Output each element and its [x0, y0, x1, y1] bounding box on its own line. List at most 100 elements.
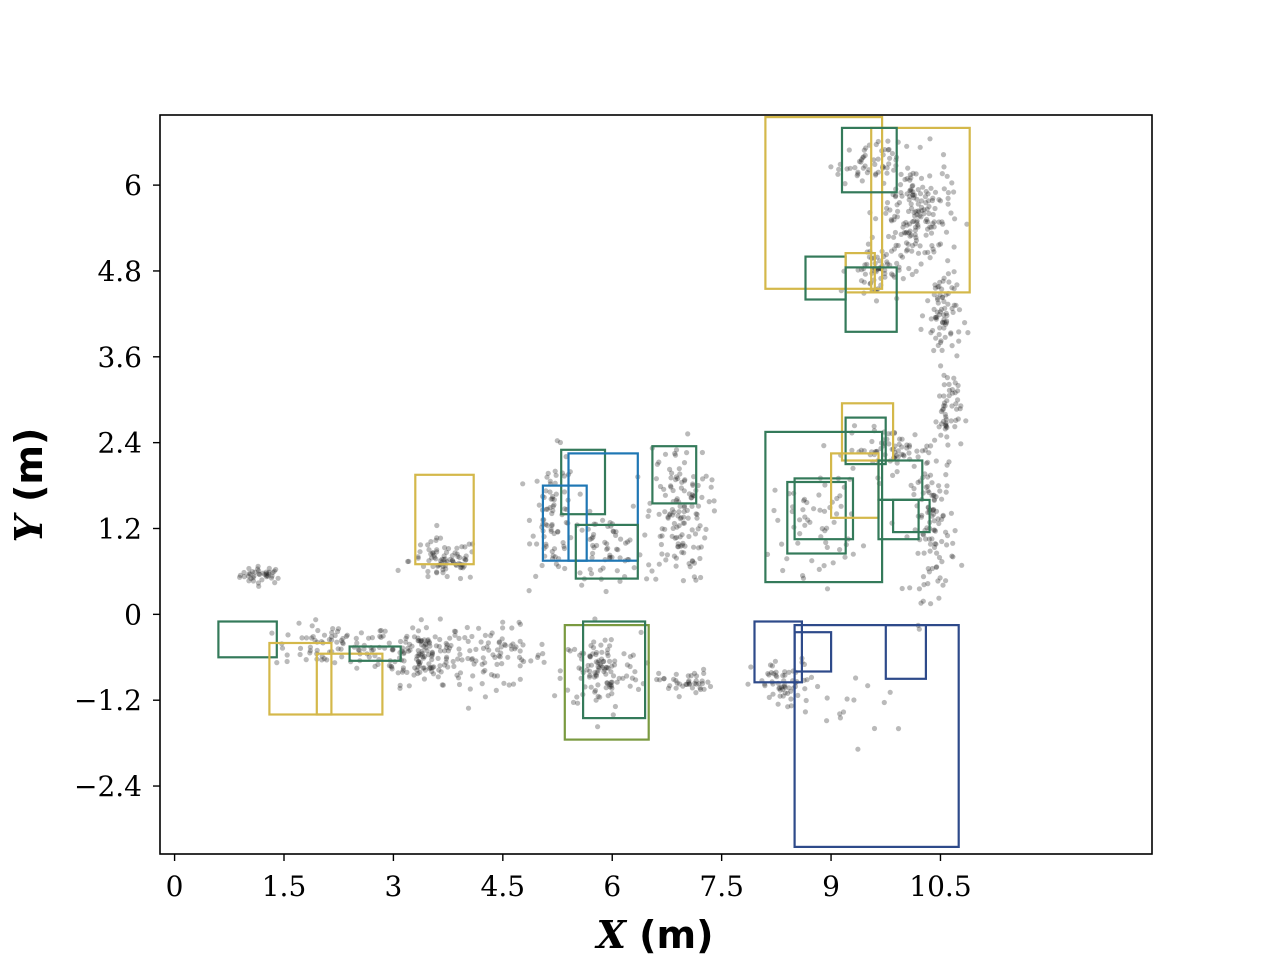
scatter-point	[479, 681, 485, 687]
scatter-point	[340, 635, 346, 642]
scatter-point	[597, 694, 603, 700]
scatter-point	[426, 640, 433, 646]
scatter-point	[407, 641, 413, 647]
scatter-point	[375, 661, 381, 668]
scatter-point	[607, 552, 613, 558]
scatter-point	[416, 653, 422, 659]
scatter-point	[819, 526, 825, 532]
scatter-point	[463, 553, 469, 559]
scatter-point	[823, 539, 829, 546]
scatter-point	[465, 705, 472, 711]
scatter-point	[897, 436, 903, 442]
scatter-point	[686, 681, 693, 687]
scatter-point	[513, 644, 519, 650]
scatter-point	[418, 638, 424, 644]
scatter-point	[951, 375, 957, 381]
scatter-point	[698, 544, 704, 550]
scatter-point	[923, 460, 930, 466]
scatter-point	[873, 171, 879, 177]
scatter-point	[335, 646, 341, 652]
scatter-point	[907, 177, 913, 183]
scatter-point	[510, 681, 517, 687]
scatter-point	[918, 175, 925, 181]
scatter-point	[610, 528, 616, 534]
scatter-point	[454, 672, 460, 678]
scatter-point	[941, 325, 947, 331]
scatter-point	[883, 210, 889, 216]
scatter-point	[421, 665, 427, 671]
scatter-point	[455, 656, 461, 662]
scatter-point	[593, 659, 599, 665]
scatter-point	[550, 553, 556, 559]
scatter-point	[886, 161, 892, 167]
scatter-point	[872, 161, 878, 167]
scatter-point	[553, 472, 559, 478]
scatter-point	[925, 219, 931, 225]
scatter-point	[609, 691, 615, 697]
scatter-point	[883, 251, 890, 258]
scatter-point	[944, 375, 951, 381]
scatter-point	[279, 645, 286, 651]
scatter-point	[324, 657, 330, 663]
scatter-point	[964, 221, 970, 227]
scatter-point	[903, 219, 909, 226]
scatter-point	[925, 566, 931, 572]
scatter-point	[895, 242, 901, 249]
scatter-point	[901, 453, 907, 459]
scatter-point	[499, 661, 505, 667]
scatter-point	[780, 567, 786, 574]
scatter-point	[871, 157, 877, 163]
scatter-point	[939, 294, 946, 301]
scatter-point	[922, 471, 928, 477]
scatter-point	[918, 214, 924, 220]
scatter-point	[686, 678, 692, 684]
scatter-point	[931, 347, 937, 354]
scatter-point	[467, 686, 473, 692]
scatter-point	[321, 632, 328, 638]
scatter-point	[919, 512, 925, 518]
scatter-point	[382, 628, 388, 634]
scatter-point	[416, 651, 422, 657]
scatter-point	[929, 243, 935, 249]
scatter-point	[896, 264, 902, 270]
scatter-point	[891, 217, 897, 223]
bounding-box	[793, 631, 833, 673]
scatter-point	[842, 181, 848, 187]
scatter-point	[784, 556, 790, 562]
scatter-point	[421, 637, 427, 643]
scatter-point	[262, 571, 268, 578]
scatter-point	[551, 530, 557, 537]
scatter-point	[266, 569, 272, 575]
scatter-point	[685, 673, 691, 679]
scatter-point	[549, 496, 556, 502]
scatter-point	[701, 686, 707, 692]
scatter-point	[958, 441, 964, 447]
scatter-point	[894, 469, 900, 475]
scatter-point	[936, 483, 942, 489]
scatter-point	[621, 651, 627, 657]
scatter-point	[595, 667, 601, 673]
y-tick-label: 1.2	[97, 512, 142, 545]
scatter-point	[539, 641, 545, 648]
y-axis-label: Y (m)	[6, 428, 51, 543]
scatter-point	[931, 219, 937, 225]
scatter-point	[671, 520, 678, 527]
scatter-point	[457, 554, 463, 561]
scatter-point	[748, 664, 754, 670]
scatter-point	[452, 550, 458, 556]
scatter-point	[465, 638, 471, 645]
scatter-point	[601, 658, 607, 665]
scatter-point	[673, 477, 679, 483]
scatter-point	[482, 694, 488, 700]
scatter-point	[462, 557, 469, 563]
scatter-point	[534, 478, 540, 484]
scatter-point	[954, 282, 960, 288]
scatter-point	[915, 250, 922, 256]
scatter-point	[940, 513, 946, 519]
scatter-point	[611, 529, 617, 535]
scatter-point	[592, 670, 598, 676]
scatter-point	[815, 683, 821, 690]
scatter-point	[674, 496, 680, 502]
scatter-point	[672, 452, 679, 458]
scatter-point	[321, 656, 327, 662]
